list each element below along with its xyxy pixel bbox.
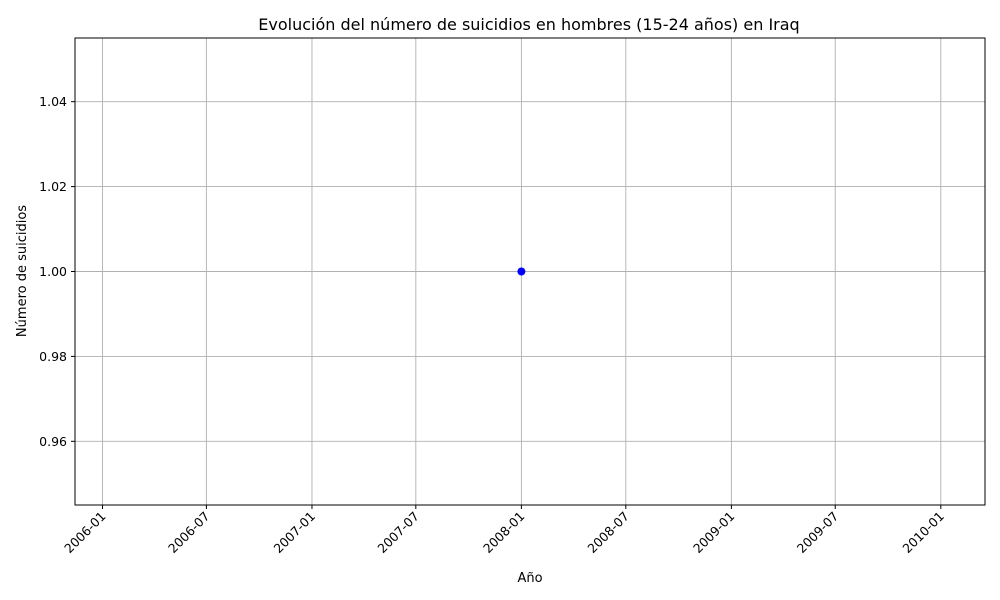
data-series	[517, 267, 526, 276]
x-tick-label: 2010-01	[899, 509, 947, 557]
x-tick-label: 2008-07	[584, 509, 632, 557]
y-tick-label: 1.00	[39, 264, 67, 279]
chart-title: Evolución del número de suicidios en hom…	[258, 15, 799, 34]
x-tick-label: 2007-07	[374, 509, 422, 557]
y-axis-label: Número de suicidios	[15, 205, 30, 337]
x-tick-label: 2009-07	[794, 509, 842, 557]
y-tick-label: 1.04	[39, 94, 67, 109]
x-tick-label: 2009-01	[690, 509, 738, 557]
axis-ticks: 2006-01 2006-07 2007-01 2007-07 2008-01 2008-…	[39, 94, 947, 556]
x-axis-label: Año	[517, 571, 542, 586]
x-tick-label: 2007-01	[271, 509, 319, 557]
y-tick-label: 0.98	[39, 349, 67, 364]
data-point	[517, 267, 526, 276]
x-tick-label: 2006-07	[165, 509, 213, 557]
grid-lines	[75, 38, 985, 505]
x-tick-label: 2008-01	[480, 509, 528, 557]
x-tick-label: 2006-01	[61, 509, 109, 557]
y-tick-label: 1.02	[39, 179, 67, 194]
y-tick-label: 0.96	[39, 434, 67, 449]
